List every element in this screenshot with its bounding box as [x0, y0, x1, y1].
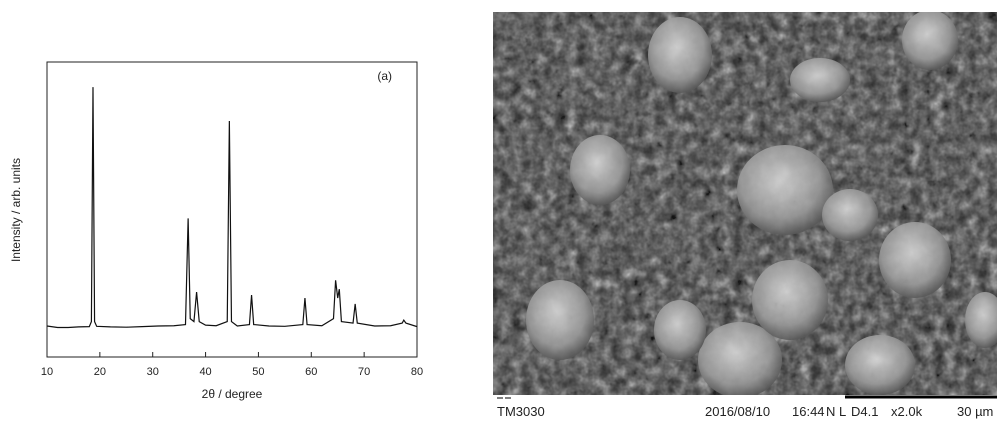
date: 2016/08/10 — [705, 404, 770, 419]
x-tick-label: 50 — [252, 366, 264, 378]
annotation: (a) — [377, 69, 392, 83]
time: 16:44 — [792, 404, 825, 419]
x-tick-label: 60 — [305, 366, 317, 378]
x-axis-label: 2θ / degree — [202, 387, 263, 401]
x-tick-label: 20 — [94, 366, 106, 378]
x-tick-label: 70 — [358, 366, 370, 378]
scale-label: 30 µm — [957, 404, 993, 419]
plot-frame — [46, 61, 418, 358]
mode: N L — [826, 404, 846, 419]
y-axis-label: Intensity / arb. units — [9, 158, 23, 262]
magnification: x2.0k — [891, 404, 923, 419]
sem-image — [493, 12, 997, 395]
xrd-line — [46, 87, 418, 329]
x-tick-label: 80 — [411, 366, 423, 378]
x-tick-label: 10 — [41, 366, 53, 378]
sem-footer: TM3030 2016/08/10 16:44 N L D4.1 x2.0k 3… — [497, 404, 993, 419]
x-tick-label: 30 — [147, 366, 159, 378]
x-tick-label: 40 — [199, 366, 211, 378]
instrument: TM3030 — [497, 404, 545, 419]
working-distance: D4.1 — [851, 404, 878, 419]
